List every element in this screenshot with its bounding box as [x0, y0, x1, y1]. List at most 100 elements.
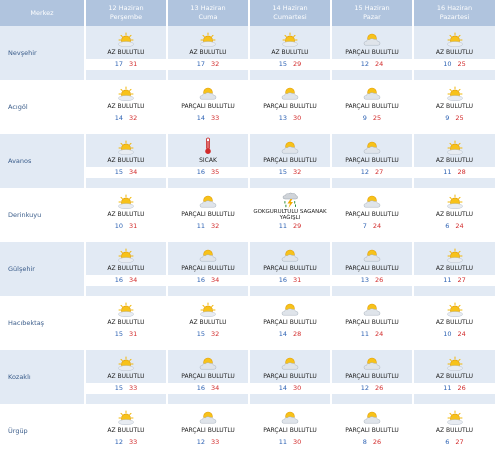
- min-temperature: 8: [362, 438, 367, 446]
- temperature-range: 12 24: [332, 59, 412, 70]
- city-name[interactable]: Derinkuyu: [0, 188, 86, 242]
- min-temperature: 13: [278, 114, 287, 122]
- day-header: 16 Haziran Pazartesi: [413, 0, 495, 26]
- cloudy-sun-icon: [168, 242, 248, 263]
- forecast-cell: PARÇALI BULUTLU 16 34: [167, 350, 250, 404]
- max-temperature: 32: [211, 60, 220, 68]
- header-row: Merkez 12 Haziran Perşembe 13 Haziran Cuma…: [0, 0, 495, 26]
- location-column-header: Merkez: [0, 0, 86, 26]
- min-temperature: 15: [114, 384, 123, 392]
- condition-label: PARÇALI BULUTLU: [263, 319, 317, 326]
- min-temperature: 16: [196, 276, 205, 284]
- forecast-cell: PARÇALI BULUTLU 11 32: [167, 188, 250, 242]
- forecast-cell: PARÇALI BULUTLU 16 34: [167, 242, 250, 296]
- max-temperature: 27: [375, 168, 384, 176]
- min-temperature: 12: [360, 60, 369, 68]
- forecast-row: Avanos AZ BULUTLU 15 34 SICAK 16 35 PARÇALI BUL…: [0, 134, 495, 188]
- forecast-cell: AZ BULUTLU 10 24: [413, 296, 495, 350]
- forecast-row: Acıgöl AZ BULUTLU 14 32 PARÇALI BULUTLU 14 33 P…: [0, 80, 495, 134]
- cloudy-sun-icon: [332, 350, 412, 371]
- temperature-range: 14 30: [250, 383, 330, 394]
- min-temperature: 11: [443, 276, 452, 284]
- forecast-cell: PARÇALI BULUTLU 13 30: [249, 80, 332, 134]
- temperature-range: 15 33: [86, 383, 166, 394]
- temperature-range: 15 29: [250, 59, 330, 70]
- partly-cloudy-sun-icon: [414, 188, 495, 209]
- temperature-range: 12 33: [168, 437, 248, 448]
- min-temperature: 11: [196, 222, 205, 230]
- forecast-cell: PARÇALI BULUTLU 12 26: [331, 350, 414, 404]
- min-temperature: 11: [443, 384, 452, 392]
- forecast-cell: PARÇALI BULUTLU 14 30: [249, 350, 332, 404]
- day-header: 14 Haziran Cumartesi: [249, 0, 332, 26]
- max-temperature: 25: [455, 114, 464, 122]
- day-weekday: Cuma: [198, 13, 218, 21]
- forecast-cell: PARÇALI BULUTLU 14 33: [167, 80, 250, 134]
- max-temperature: 30: [293, 384, 302, 392]
- temperature-range: 14 28: [250, 329, 330, 340]
- partly-cloudy-sun-icon: [86, 26, 166, 47]
- min-temperature: 11: [443, 168, 452, 176]
- city-name[interactable]: Avanos: [0, 134, 86, 188]
- city-name[interactable]: Kozaklı: [0, 350, 86, 404]
- min-temperature: 15: [114, 330, 123, 338]
- temperature-range: 8 26: [332, 437, 412, 448]
- max-temperature: 32: [211, 222, 220, 230]
- min-temperature: 9: [445, 114, 450, 122]
- max-temperature: 27: [455, 438, 464, 446]
- partly-cloudy-sun-icon: [168, 26, 248, 47]
- max-temperature: 24: [372, 222, 382, 230]
- city-name[interactable]: Nevşehir: [0, 26, 86, 80]
- forecast-cell: AZ BULUTLU 15 31: [85, 296, 168, 350]
- min-temperature: 17: [196, 60, 205, 68]
- condition-label: AZ BULUTLU: [435, 373, 474, 380]
- min-temperature: 11: [278, 438, 287, 446]
- day-date: 14 Haziran: [272, 4, 308, 12]
- min-temperature: 12: [114, 438, 123, 446]
- temperature-range: 6 24: [414, 221, 495, 232]
- thermometer-hot-icon: [168, 134, 248, 155]
- city-name[interactable]: Acıgöl: [0, 80, 86, 134]
- max-temperature: 25: [372, 114, 382, 122]
- temperature-range: 14 33: [168, 113, 248, 124]
- thunderstorm-icon: [250, 188, 330, 209]
- condition-label: PARÇALI BULUTLU: [181, 211, 235, 218]
- condition-label: PARÇALI BULUTLU: [345, 373, 399, 380]
- cloudy-sun-icon: [168, 80, 248, 101]
- min-temperature: 15: [278, 168, 287, 176]
- forecast-cell: PARÇALI BULUTLU 16 31: [249, 242, 332, 296]
- city-name[interactable]: Ürgüp: [0, 404, 86, 458]
- day-date: 12 Haziran: [108, 4, 144, 12]
- max-temperature: 26: [375, 276, 384, 284]
- min-temperature: 11: [278, 222, 287, 230]
- day-weekday: Pazar: [363, 13, 381, 21]
- min-temperature: 12: [360, 168, 369, 176]
- temperature-range: 15 31: [86, 329, 166, 340]
- day-header: 13 Haziran Cuma: [167, 0, 250, 26]
- forecast-cell: AZ BULUTLU 9 25: [413, 80, 495, 134]
- temperature-range: 15 34: [86, 167, 166, 178]
- city-name[interactable]: Hacıbektaş: [0, 296, 86, 350]
- max-temperature: 31: [129, 222, 138, 230]
- condition-label: PARÇALI BULUTLU: [263, 265, 317, 272]
- condition-label: AZ BULUTLU: [107, 373, 145, 380]
- forecast-cell: AZ BULUTLU 11 26: [413, 350, 495, 404]
- temperature-range: 16 34: [168, 383, 248, 394]
- temperature-range: 9 25: [332, 113, 412, 124]
- condition-label: PARÇALI BULUTLU: [345, 49, 399, 56]
- forecast-cell: PARÇALI BULUTLU 11 30: [249, 404, 332, 458]
- forecast-cell: AZ BULUTLU 17 31: [85, 26, 168, 80]
- temperature-range: 12 33: [86, 437, 166, 448]
- temperature-range: 11 27: [414, 275, 495, 286]
- partly-cloudy-sun-icon: [414, 296, 495, 317]
- forecast-row: Derinkuyu AZ BULUTLU 10 31 PARÇALI BULUTLU 11…: [0, 188, 495, 242]
- min-temperature: 9: [362, 114, 367, 122]
- forecast-cell: PARÇALI BULUTLU 8 26: [331, 404, 414, 458]
- day-date: 16 Haziran: [436, 4, 473, 12]
- condition-label: PARÇALI BULUTLU: [345, 211, 399, 218]
- city-name[interactable]: Gülşehir: [0, 242, 86, 296]
- day-weekday: Perşembe: [109, 13, 143, 21]
- condition-label: AZ BULUTLU: [271, 49, 309, 56]
- min-temperature: 14: [196, 114, 205, 122]
- max-temperature: 29: [293, 60, 302, 68]
